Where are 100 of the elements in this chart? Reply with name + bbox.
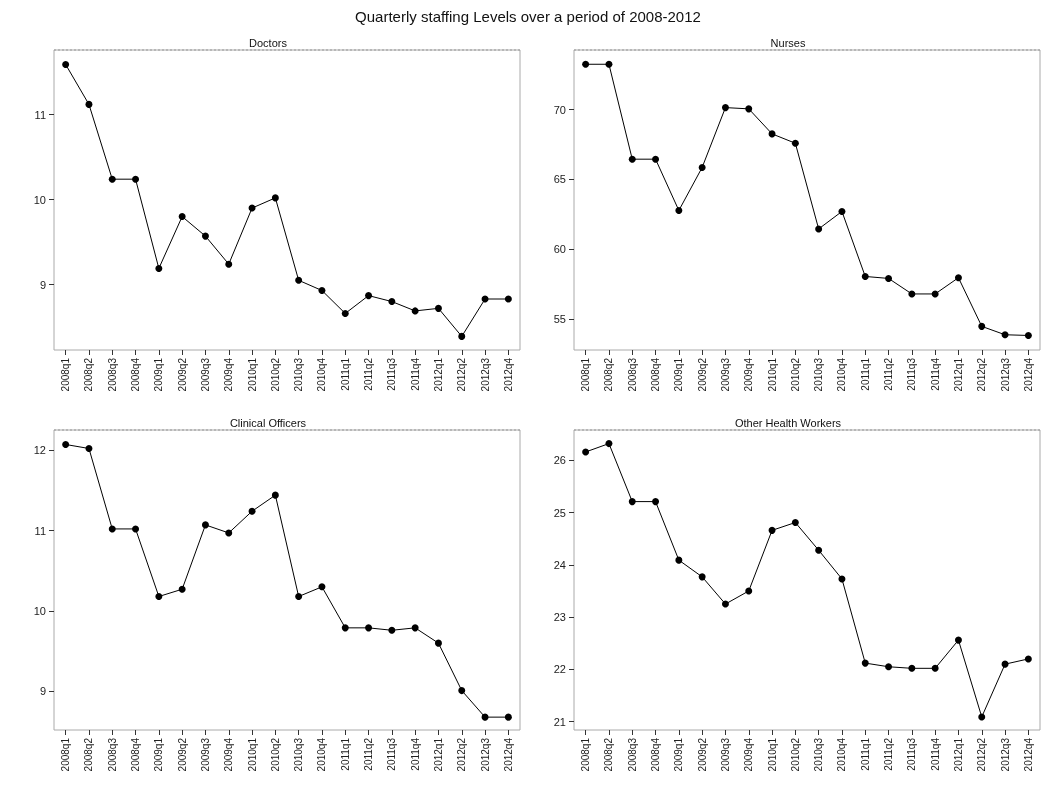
y-tick-label: 26 <box>553 454 566 467</box>
x-tick-label: 2010q3 <box>293 357 305 392</box>
x-tick-label: 2011q2 <box>883 737 895 771</box>
x-tick-label: 2009q4 <box>223 357 235 392</box>
x-tick-label: 2011q2 <box>363 357 375 391</box>
x-tick-label: 2009q1 <box>673 737 685 772</box>
x-tick-label: 2012q3 <box>999 357 1011 392</box>
point <box>768 526 776 534</box>
x-tick-label: 2012q2 <box>976 357 988 392</box>
point <box>605 440 613 448</box>
x-tick-label: 2011q1 <box>339 357 351 391</box>
point <box>628 155 636 163</box>
point <box>815 546 823 554</box>
x-tick-label: 2011q3 <box>386 737 398 771</box>
x-tick-label: 2011q3 <box>906 737 918 771</box>
x-tick-label: 2010q4 <box>836 737 848 772</box>
x-tick-label: 2009q3 <box>719 737 731 772</box>
x-tick-label: 2010q2 <box>789 357 801 392</box>
x-tick-label: 2008q3 <box>106 737 118 772</box>
x-tick-label: 2012q1 <box>432 357 444 392</box>
x-tick-label: 2008q1 <box>580 737 592 772</box>
point <box>295 592 303 600</box>
x-tick-label: 2011q4 <box>409 357 421 391</box>
text: Quarterly staffing Levels over a period of 2008-2012 <box>354 8 702 27</box>
x-tick-label: 2009q1 <box>673 357 685 392</box>
point <box>201 232 209 240</box>
point <box>652 155 660 163</box>
x-tick-label: 2012q2 <box>456 737 468 772</box>
y-tick-label: 9 <box>39 278 46 291</box>
point <box>318 287 326 295</box>
x-tick-label: 2012q2 <box>976 737 988 772</box>
point <box>721 600 729 608</box>
x-tick-label: 2012q1 <box>952 357 964 392</box>
point <box>295 276 303 284</box>
point <box>908 290 916 298</box>
x-tick-label: 2008q4 <box>130 737 142 772</box>
point <box>861 659 869 667</box>
point <box>605 60 613 68</box>
point <box>458 687 466 695</box>
point <box>978 713 986 721</box>
point <box>388 626 396 634</box>
x-tick-label: 2012q4 <box>502 737 514 772</box>
point <box>885 274 893 282</box>
point <box>745 105 753 113</box>
point <box>434 304 442 312</box>
point <box>108 175 116 183</box>
point <box>365 624 373 632</box>
point <box>791 139 799 147</box>
x-tick-label: 2010q2 <box>789 737 801 772</box>
point <box>861 272 869 280</box>
x-tick-label: 2011q1 <box>339 737 351 771</box>
point <box>318 583 326 591</box>
point <box>225 260 233 268</box>
point <box>931 290 939 298</box>
x-tick-label: 2009q4 <box>743 357 755 392</box>
y-tick-label: 10 <box>33 193 46 206</box>
point <box>85 445 93 452</box>
point <box>434 639 442 647</box>
y-tick-label: 12 <box>33 444 46 457</box>
point <box>582 448 590 456</box>
x-tick-label: 2008q2 <box>603 357 615 392</box>
x-tick-label: 2010q1 <box>766 357 778 392</box>
x-tick-label: 2008q2 <box>603 737 615 772</box>
point <box>978 322 986 330</box>
point <box>954 274 962 282</box>
x-tick-label: 2011q3 <box>906 357 918 391</box>
point <box>908 664 916 672</box>
x-tick-label: 2009q1 <box>153 357 165 392</box>
x-tick-label: 2008q2 <box>83 357 95 392</box>
x-tick-label: 2010q1 <box>246 737 258 772</box>
point <box>815 225 823 233</box>
point <box>155 264 163 272</box>
point <box>178 213 186 221</box>
point <box>698 163 706 171</box>
x-tick-label: 2009q4 <box>743 737 755 772</box>
chart-title: Clinical Officers <box>229 416 307 429</box>
x-tick-label: 2011q4 <box>929 357 941 391</box>
point <box>108 525 116 533</box>
x-tick-label: 2009q3 <box>719 357 731 392</box>
x-tick-label: 2012q2 <box>456 357 468 392</box>
point <box>411 624 419 632</box>
x-tick-label: 2010q1 <box>246 357 258 392</box>
point <box>178 585 186 593</box>
x-tick-label: 2009q2 <box>176 737 188 772</box>
x-tick-label: 2009q3 <box>199 737 211 772</box>
point <box>225 529 233 537</box>
point <box>954 636 962 644</box>
x-tick-label: 2009q3 <box>199 357 211 392</box>
y-tick-label: 70 <box>553 103 566 116</box>
y-tick-label: 11 <box>34 108 46 121</box>
point <box>132 525 140 533</box>
point <box>628 498 636 506</box>
x-tick-label: 2012q3 <box>479 357 491 392</box>
x-tick-label: 2008q1 <box>60 737 72 772</box>
x-tick-label: 2008q4 <box>650 357 662 392</box>
point <box>388 298 396 306</box>
point <box>745 587 753 595</box>
point <box>1024 655 1032 663</box>
x-tick-label: 2012q3 <box>479 737 491 772</box>
x-tick-label: 2009q2 <box>696 357 708 392</box>
